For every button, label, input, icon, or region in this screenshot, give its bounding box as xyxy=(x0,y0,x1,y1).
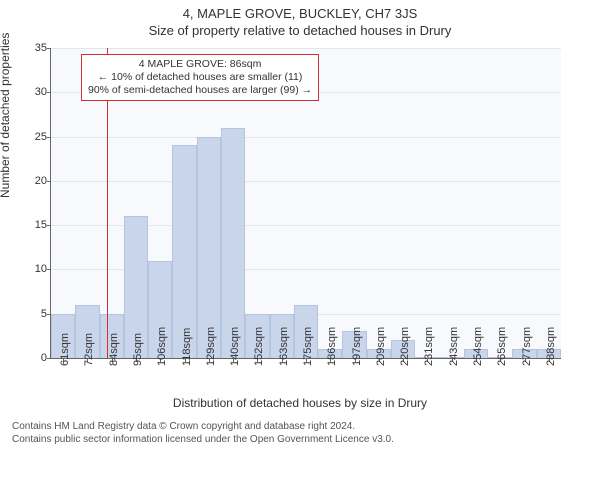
footer-attribution: Contains HM Land Registry data © Crown c… xyxy=(0,418,600,446)
ytick xyxy=(47,92,51,93)
ytick-label: 25 xyxy=(23,131,47,143)
xtick-label: 163sqm xyxy=(278,327,290,366)
xtick-label: 72sqm xyxy=(83,333,95,366)
histogram-bar xyxy=(172,145,196,358)
ytick xyxy=(47,358,51,359)
xtick-label: 95sqm xyxy=(132,333,144,366)
ytick xyxy=(47,181,51,182)
xtick-label: 140sqm xyxy=(229,327,241,366)
ytick-label: 35 xyxy=(23,42,47,54)
ytick-label: 10 xyxy=(23,263,47,275)
annotation-line2: ← 10% of detached houses are smaller (11… xyxy=(88,71,312,84)
gridline xyxy=(51,48,561,49)
x-axis-label: Distribution of detached houses by size … xyxy=(0,396,600,410)
ytick xyxy=(47,137,51,138)
plot-area: 0510152025303561sqm72sqm84sqm95sqm106sqm… xyxy=(50,48,561,359)
xtick-label: 61sqm xyxy=(59,333,71,366)
xtick-label: 118sqm xyxy=(181,328,193,366)
ytick-label: 0 xyxy=(23,352,47,364)
y-axis-label: Number of detached properties xyxy=(0,33,12,198)
xtick-label: 265sqm xyxy=(496,327,508,366)
xtick-label: 186sqm xyxy=(326,327,338,366)
xtick-label: 209sqm xyxy=(375,327,387,366)
chart-title-sub: Size of property relative to detached ho… xyxy=(0,23,600,38)
xtick-label: 197sqm xyxy=(351,327,363,366)
xtick-label: 277sqm xyxy=(521,327,533,366)
ytick-label: 30 xyxy=(23,86,47,98)
chart-container: Number of detached properties 0510152025… xyxy=(0,38,600,418)
chart-title-main: 4, MAPLE GROVE, BUCKLEY, CH7 3JS xyxy=(0,6,600,21)
ytick xyxy=(47,269,51,270)
xtick-label: 175sqm xyxy=(302,327,314,366)
xtick-label: 129sqm xyxy=(205,327,217,366)
xtick-label: 243sqm xyxy=(448,327,460,366)
ytick-label: 20 xyxy=(23,175,47,187)
gridline xyxy=(51,137,561,138)
ytick-label: 5 xyxy=(23,308,47,320)
xtick-label: 288sqm xyxy=(545,327,557,366)
xtick-label: 254sqm xyxy=(472,327,484,366)
footer-line1: Contains HM Land Registry data © Crown c… xyxy=(12,420,588,433)
xtick-label: 152sqm xyxy=(253,327,265,366)
xtick-label: 231sqm xyxy=(423,327,435,366)
histogram-bar xyxy=(197,137,221,358)
annotation-line3: 90% of semi-detached houses are larger (… xyxy=(88,84,312,97)
gridline xyxy=(51,181,561,182)
xtick-label: 84sqm xyxy=(108,333,120,366)
ytick xyxy=(47,48,51,49)
annotation-line1: 4 MAPLE GROVE: 86sqm xyxy=(88,58,312,71)
annotation-box: 4 MAPLE GROVE: 86sqm ← 10% of detached h… xyxy=(81,54,319,101)
footer-line2: Contains public sector information licen… xyxy=(12,433,588,446)
xtick-label: 106sqm xyxy=(156,327,168,366)
ytick xyxy=(47,225,51,226)
histogram-bar xyxy=(221,128,245,358)
ytick-label: 15 xyxy=(23,219,47,231)
xtick-label: 220sqm xyxy=(399,327,411,366)
